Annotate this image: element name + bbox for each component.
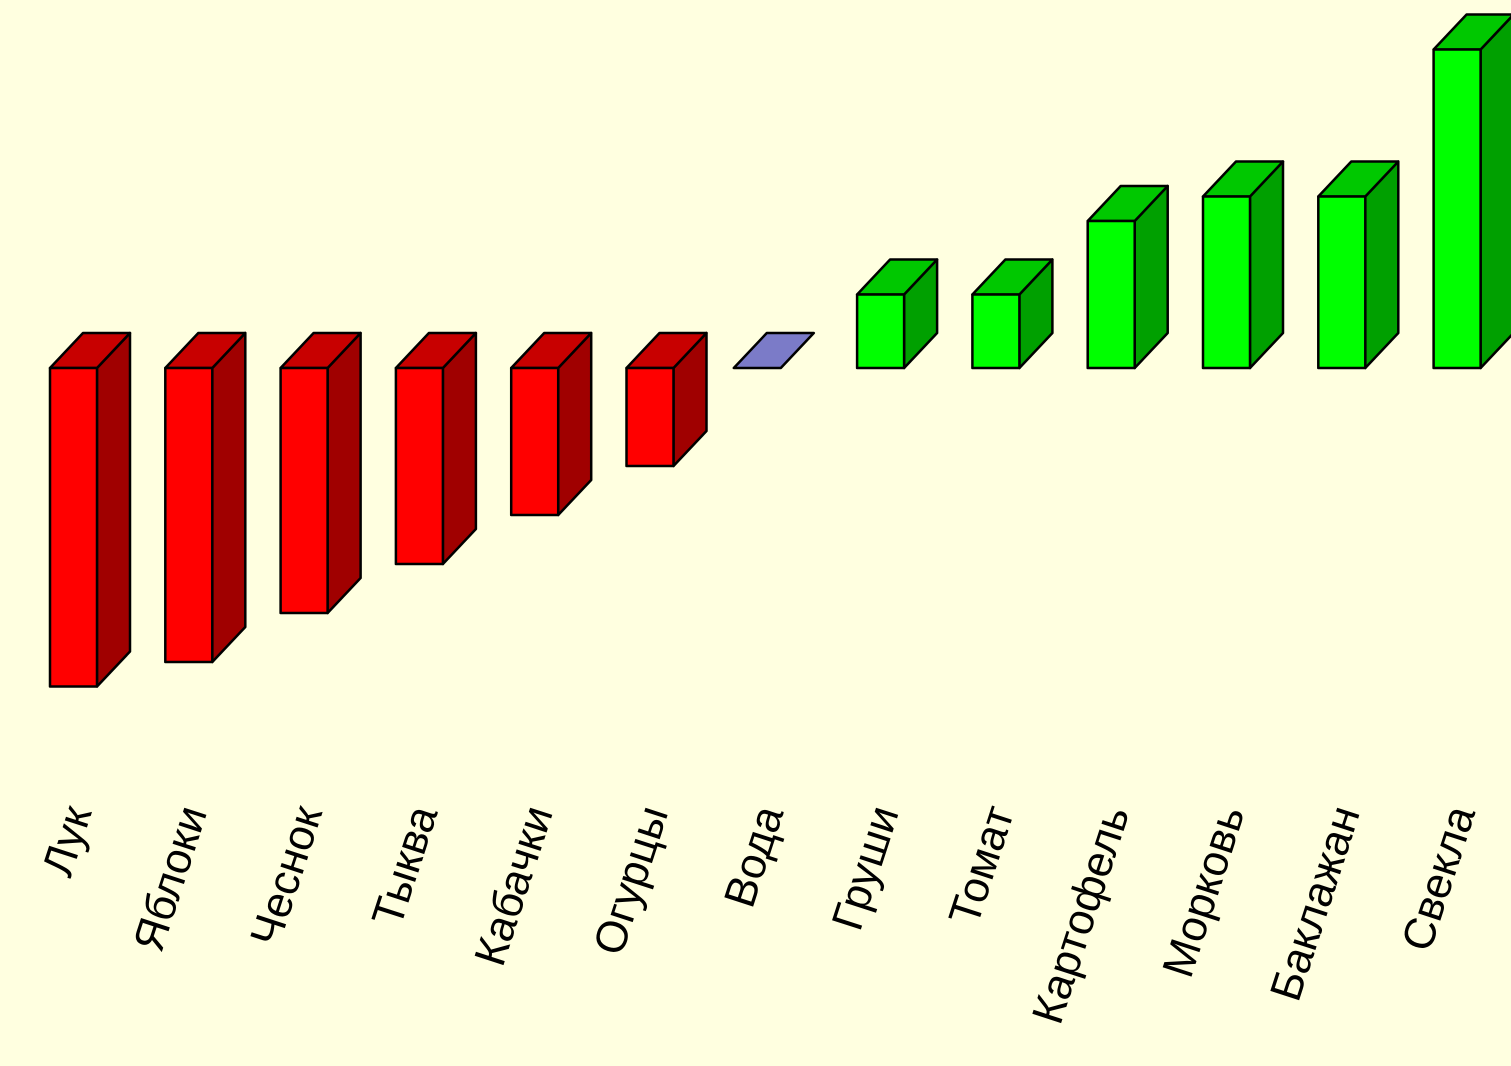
category-label: Чеснок: [241, 799, 332, 952]
bar-2: [164, 331, 247, 664]
bars-group: [48, 13, 1511, 688]
bar-side-face: [1479, 15, 1511, 370]
bar-front-face: [1201, 195, 1252, 370]
bar-6: [625, 331, 708, 468]
category-labels-group: Лук Яблоки Чеснок Тыква Кабачки Огурцы Вода Гру…: [33, 799, 1485, 1029]
bar-front-face: [855, 293, 906, 370]
bar-front-face: [509, 366, 560, 517]
bar-side-face: [326, 331, 362, 615]
bar-side-face: [95, 331, 132, 688]
bar-1: [48, 331, 132, 688]
category-label: Тыква: [363, 799, 448, 932]
bar-front-face: [625, 366, 675, 468]
bar-front-face: [1317, 195, 1367, 370]
bar-side-face: [441, 331, 478, 566]
category-label: Свекла: [1392, 799, 1485, 956]
category-label: Картофель: [1023, 800, 1139, 1030]
bar-7: [732, 331, 816, 370]
bar-3: [279, 331, 362, 615]
bar-front-face: [971, 293, 1021, 370]
category-label: Кабачки: [465, 800, 562, 972]
bar-11: [1201, 160, 1285, 370]
category-label: Томат: [940, 800, 1024, 931]
category-label: Яблоки: [124, 800, 217, 957]
bar-front-face: [279, 366, 329, 615]
bar-front-face: [164, 366, 214, 664]
bar-10: [1086, 184, 1169, 370]
bar-8: [855, 258, 939, 370]
bar-12: [1317, 160, 1400, 370]
category-label: Баклажан: [1261, 800, 1370, 1007]
bar-front-face: [394, 366, 445, 566]
bar-zero-plane: [732, 331, 816, 370]
bar-5: [509, 331, 593, 517]
category-label: Огурцы: [584, 800, 678, 961]
category-label: Лук: [33, 799, 102, 882]
category-label: Груши: [823, 800, 909, 936]
category-label: Морковь: [1153, 800, 1254, 983]
bar-4: [394, 331, 478, 566]
bar-9: [971, 258, 1054, 370]
bar-side-face: [211, 331, 247, 664]
category-label: Вода: [715, 799, 794, 913]
bar-front-face: [48, 366, 99, 688]
bar-front-face: [1432, 48, 1482, 370]
bar-front-face: [1086, 219, 1136, 370]
bar-13: [1432, 13, 1511, 370]
